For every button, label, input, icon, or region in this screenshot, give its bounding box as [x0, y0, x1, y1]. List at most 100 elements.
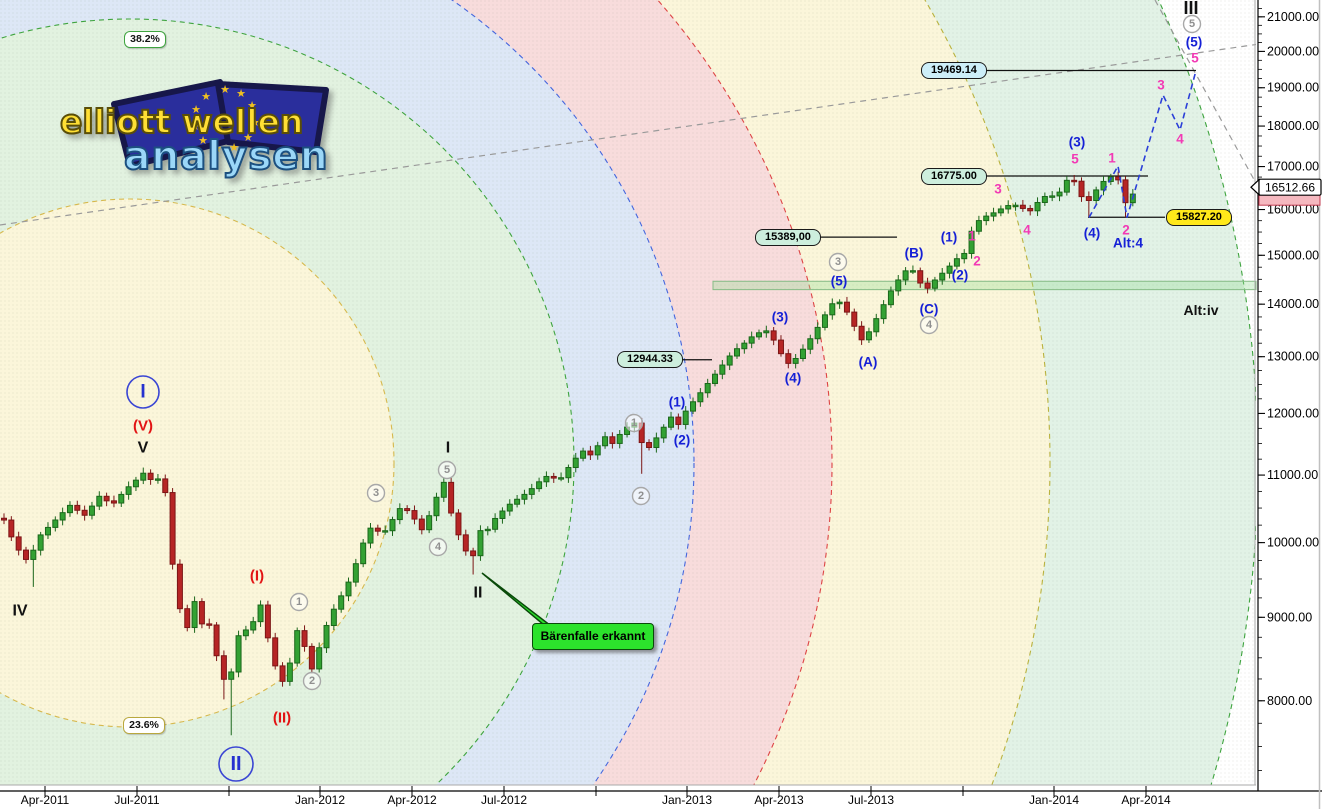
x-axis-label: Jul-2011: [114, 793, 159, 807]
y-axis-label: 14000.00: [1267, 297, 1319, 311]
svg-text:★: ★: [191, 104, 201, 116]
candle: [59, 507, 66, 526]
candle: [565, 464, 572, 483]
svg-text:★: ★: [220, 84, 230, 96]
wave-label-gray: 5: [1189, 18, 1195, 30]
candle: [1049, 191, 1056, 202]
candle: [675, 413, 682, 430]
wave-label-red: (V): [133, 418, 153, 435]
wave-label-gray: 5: [444, 464, 450, 476]
y-axis-label: 13000.00: [1267, 350, 1319, 364]
candle: [140, 467, 147, 485]
candle: [887, 286, 894, 308]
candle: [272, 632, 279, 670]
candle: [103, 492, 110, 507]
wave-label-black: V: [138, 440, 149, 457]
candle: [74, 500, 81, 515]
logo-title: elliott wellen: [59, 101, 304, 142]
fib-percent-label-236: 23.6%: [123, 717, 165, 734]
y-axis-label: 9000.00: [1267, 610, 1312, 624]
y-axis-label: 8000.00: [1267, 694, 1312, 708]
candle: [1093, 186, 1100, 206]
candle: [455, 509, 462, 541]
candle: [213, 622, 220, 662]
candle: [997, 205, 1004, 217]
candle: [829, 298, 836, 320]
candle: [865, 327, 872, 343]
candle: [448, 476, 455, 517]
candle: [895, 274, 902, 296]
y-axis-label: 12000.00: [1267, 406, 1319, 420]
wave-label-blue: (B): [905, 246, 924, 261]
candle: [1056, 187, 1063, 202]
trendline: [0, 43, 1256, 226]
candle: [909, 265, 916, 275]
candle: [264, 600, 271, 643]
candle: [367, 523, 374, 549]
wave-label-magenta: 3: [1157, 78, 1165, 93]
candle: [8, 516, 15, 542]
candle: [433, 492, 440, 521]
wave-label-gray: 3: [835, 256, 841, 268]
candle: [44, 522, 51, 540]
candle: [572, 452, 579, 473]
candle: [602, 431, 609, 449]
candle: [755, 329, 762, 340]
candle: [1027, 205, 1034, 216]
candle: [484, 526, 491, 536]
wave-label-blue: (2): [674, 433, 691, 448]
candle: [550, 472, 557, 483]
trendlines: [0, 0, 1256, 226]
y-axis-label: 15000.00: [1267, 248, 1319, 262]
fib-circle: [450, 0, 695, 785]
projection-path: [1088, 70, 1197, 218]
wave-label-red: (I): [250, 568, 264, 585]
candle: [924, 277, 931, 294]
candle: [52, 516, 59, 532]
candle: [154, 474, 161, 484]
candle: [807, 334, 814, 355]
wave-label-magenta: 5: [1191, 51, 1199, 66]
circled-roman: [126, 375, 160, 409]
candle: [389, 516, 396, 536]
x-axis-label: Jan-2013: [662, 793, 712, 807]
candle: [110, 495, 117, 508]
price-level-label: 15827.20: [1166, 208, 1232, 226]
candle: [1085, 191, 1092, 218]
candle: [499, 507, 506, 524]
candle: [250, 616, 257, 634]
candle: [118, 491, 125, 507]
candle: [668, 411, 675, 431]
svg-text:★: ★: [243, 132, 253, 144]
candle: [242, 625, 249, 641]
circled-roman: [218, 746, 254, 782]
candle: [1012, 202, 1019, 211]
candle: [352, 558, 359, 587]
wave-label-blue: (3): [772, 310, 789, 325]
wave-label-blue: (1): [941, 230, 958, 245]
candle: [587, 445, 594, 461]
candle: [30, 544, 37, 587]
wave-label-black: II: [474, 585, 483, 602]
candle: [66, 501, 73, 517]
current-price-marker: 16512.66: [1250, 178, 1322, 206]
candle: [382, 525, 389, 535]
candle: [851, 308, 858, 332]
candle: [961, 249, 968, 264]
candle: [470, 547, 477, 575]
candle: [521, 489, 528, 505]
candle: [653, 432, 660, 453]
candle: [404, 505, 411, 515]
wave-label-blue: (3): [1069, 135, 1086, 150]
candle: [939, 268, 946, 285]
candle: [697, 388, 704, 407]
support-zone-rect: [712, 280, 1257, 291]
bear-trap-callout: Bärenfalle erkannt: [532, 623, 654, 650]
wave-label-black: IV: [12, 603, 27, 620]
y-axis-label: 11000.00: [1267, 468, 1318, 482]
eu-stars: ★ ★★ ★★★ ★★★ ★★: [190, 84, 260, 155]
candle: [125, 481, 132, 500]
